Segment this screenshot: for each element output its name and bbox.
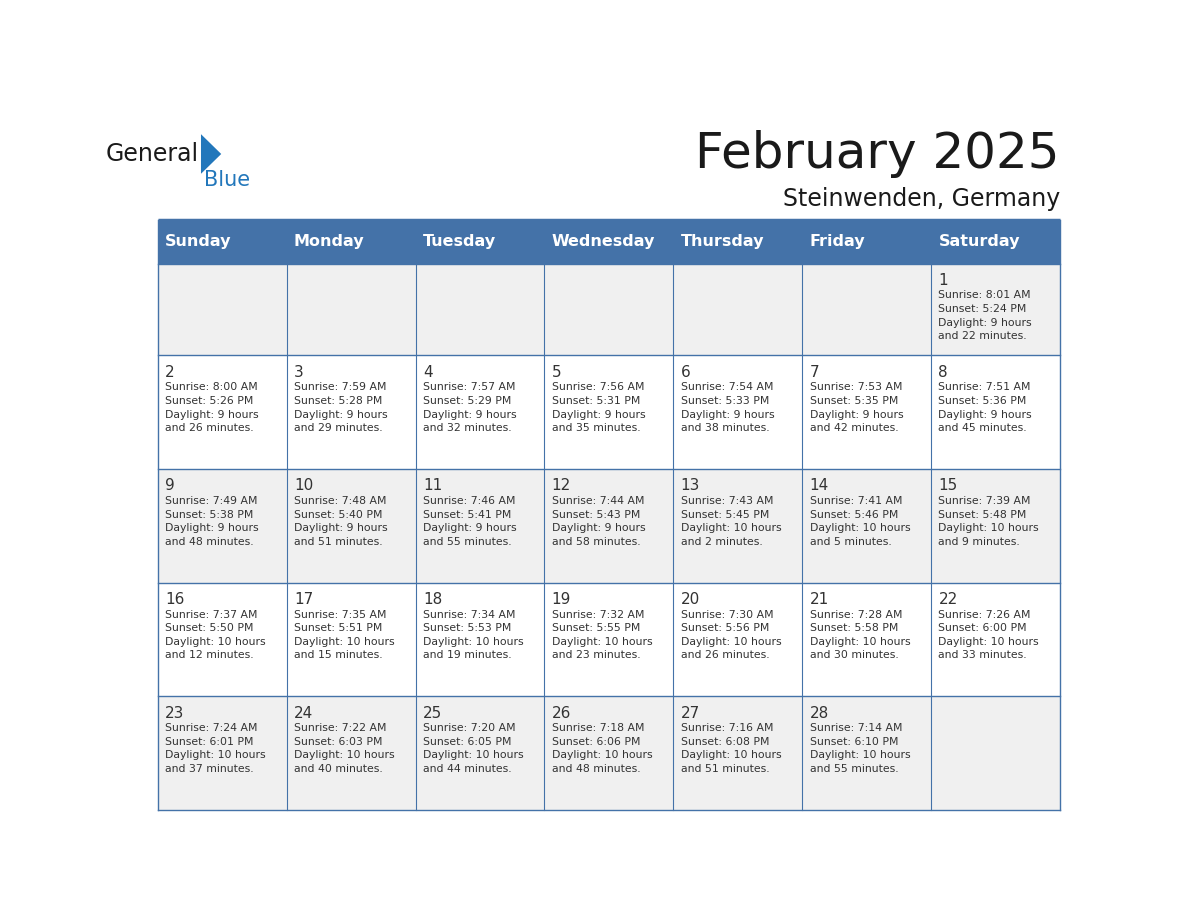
- Text: 24: 24: [293, 706, 314, 721]
- Text: Sunrise: 7:30 AM
Sunset: 5:56 PM
Daylight: 10 hours
and 26 minutes.: Sunrise: 7:30 AM Sunset: 5:56 PM Dayligh…: [681, 610, 782, 660]
- Bar: [158, 583, 1060, 697]
- Text: 16: 16: [165, 592, 184, 607]
- Text: Sunday: Sunday: [165, 234, 232, 249]
- Text: Sunrise: 7:26 AM
Sunset: 6:00 PM
Daylight: 10 hours
and 33 minutes.: Sunrise: 7:26 AM Sunset: 6:00 PM Dayligh…: [939, 610, 1040, 660]
- Text: 5: 5: [551, 364, 562, 380]
- Text: Sunrise: 7:14 AM
Sunset: 6:10 PM
Daylight: 10 hours
and 55 minutes.: Sunrise: 7:14 AM Sunset: 6:10 PM Dayligh…: [809, 723, 910, 774]
- Text: 2: 2: [165, 364, 175, 380]
- Text: Thursday: Thursday: [681, 234, 764, 249]
- Text: 7: 7: [809, 364, 820, 380]
- Bar: [158, 697, 1060, 810]
- Text: Sunrise: 7:32 AM
Sunset: 5:55 PM
Daylight: 10 hours
and 23 minutes.: Sunrise: 7:32 AM Sunset: 5:55 PM Dayligh…: [551, 610, 652, 660]
- Text: Sunrise: 7:16 AM
Sunset: 6:08 PM
Daylight: 10 hours
and 51 minutes.: Sunrise: 7:16 AM Sunset: 6:08 PM Dayligh…: [681, 723, 782, 774]
- Text: 26: 26: [551, 706, 571, 721]
- Text: 25: 25: [423, 706, 442, 721]
- Text: Sunrise: 7:41 AM
Sunset: 5:46 PM
Daylight: 10 hours
and 5 minutes.: Sunrise: 7:41 AM Sunset: 5:46 PM Dayligh…: [809, 496, 910, 547]
- Text: 10: 10: [293, 478, 314, 493]
- Text: Sunrise: 7:59 AM
Sunset: 5:28 PM
Daylight: 9 hours
and 29 minutes.: Sunrise: 7:59 AM Sunset: 5:28 PM Dayligh…: [293, 382, 387, 433]
- Text: 27: 27: [681, 706, 700, 721]
- Text: Friday: Friday: [809, 234, 865, 249]
- Text: 22: 22: [939, 592, 958, 607]
- Text: 1: 1: [939, 273, 948, 287]
- Text: Saturday: Saturday: [939, 234, 1020, 249]
- Bar: [158, 219, 1060, 263]
- Text: Sunrise: 7:35 AM
Sunset: 5:51 PM
Daylight: 10 hours
and 15 minutes.: Sunrise: 7:35 AM Sunset: 5:51 PM Dayligh…: [293, 610, 394, 660]
- Text: General: General: [106, 142, 200, 166]
- Text: Sunrise: 7:49 AM
Sunset: 5:38 PM
Daylight: 9 hours
and 48 minutes.: Sunrise: 7:49 AM Sunset: 5:38 PM Dayligh…: [165, 496, 259, 547]
- Text: 23: 23: [165, 706, 184, 721]
- Text: Sunrise: 7:53 AM
Sunset: 5:35 PM
Daylight: 9 hours
and 42 minutes.: Sunrise: 7:53 AM Sunset: 5:35 PM Dayligh…: [809, 382, 903, 433]
- Text: Sunrise: 8:00 AM
Sunset: 5:26 PM
Daylight: 9 hours
and 26 minutes.: Sunrise: 8:00 AM Sunset: 5:26 PM Dayligh…: [165, 382, 259, 433]
- Text: 3: 3: [293, 364, 304, 380]
- Text: 17: 17: [293, 592, 314, 607]
- Text: Sunrise: 7:22 AM
Sunset: 6:03 PM
Daylight: 10 hours
and 40 minutes.: Sunrise: 7:22 AM Sunset: 6:03 PM Dayligh…: [293, 723, 394, 774]
- Bar: [158, 263, 1060, 355]
- Text: Sunrise: 7:34 AM
Sunset: 5:53 PM
Daylight: 10 hours
and 19 minutes.: Sunrise: 7:34 AM Sunset: 5:53 PM Dayligh…: [423, 610, 524, 660]
- Text: 4: 4: [423, 364, 432, 380]
- Text: Sunrise: 7:28 AM
Sunset: 5:58 PM
Daylight: 10 hours
and 30 minutes.: Sunrise: 7:28 AM Sunset: 5:58 PM Dayligh…: [809, 610, 910, 660]
- Text: 21: 21: [809, 592, 829, 607]
- Text: Sunrise: 7:20 AM
Sunset: 6:05 PM
Daylight: 10 hours
and 44 minutes.: Sunrise: 7:20 AM Sunset: 6:05 PM Dayligh…: [423, 723, 524, 774]
- Text: 12: 12: [551, 478, 571, 493]
- Text: Sunrise: 7:24 AM
Sunset: 6:01 PM
Daylight: 10 hours
and 37 minutes.: Sunrise: 7:24 AM Sunset: 6:01 PM Dayligh…: [165, 723, 266, 774]
- Text: Blue: Blue: [204, 170, 249, 189]
- Text: 14: 14: [809, 478, 829, 493]
- Text: Sunrise: 7:43 AM
Sunset: 5:45 PM
Daylight: 10 hours
and 2 minutes.: Sunrise: 7:43 AM Sunset: 5:45 PM Dayligh…: [681, 496, 782, 547]
- Text: 11: 11: [423, 478, 442, 493]
- Polygon shape: [201, 134, 221, 174]
- Text: Sunrise: 8:01 AM
Sunset: 5:24 PM
Daylight: 9 hours
and 22 minutes.: Sunrise: 8:01 AM Sunset: 5:24 PM Dayligh…: [939, 290, 1032, 341]
- Text: 19: 19: [551, 592, 571, 607]
- Text: Sunrise: 7:51 AM
Sunset: 5:36 PM
Daylight: 9 hours
and 45 minutes.: Sunrise: 7:51 AM Sunset: 5:36 PM Dayligh…: [939, 382, 1032, 433]
- Text: Sunrise: 7:39 AM
Sunset: 5:48 PM
Daylight: 10 hours
and 9 minutes.: Sunrise: 7:39 AM Sunset: 5:48 PM Dayligh…: [939, 496, 1040, 547]
- Text: Sunrise: 7:18 AM
Sunset: 6:06 PM
Daylight: 10 hours
and 48 minutes.: Sunrise: 7:18 AM Sunset: 6:06 PM Dayligh…: [551, 723, 652, 774]
- Text: Tuesday: Tuesday: [423, 234, 497, 249]
- Text: Sunrise: 7:54 AM
Sunset: 5:33 PM
Daylight: 9 hours
and 38 minutes.: Sunrise: 7:54 AM Sunset: 5:33 PM Dayligh…: [681, 382, 775, 433]
- Text: 13: 13: [681, 478, 700, 493]
- Text: Sunrise: 7:44 AM
Sunset: 5:43 PM
Daylight: 9 hours
and 58 minutes.: Sunrise: 7:44 AM Sunset: 5:43 PM Dayligh…: [551, 496, 645, 547]
- Text: Sunrise: 7:37 AM
Sunset: 5:50 PM
Daylight: 10 hours
and 12 minutes.: Sunrise: 7:37 AM Sunset: 5:50 PM Dayligh…: [165, 610, 266, 660]
- Text: 9: 9: [165, 478, 175, 493]
- Text: Sunrise: 7:46 AM
Sunset: 5:41 PM
Daylight: 9 hours
and 55 minutes.: Sunrise: 7:46 AM Sunset: 5:41 PM Dayligh…: [423, 496, 517, 547]
- Bar: [158, 355, 1060, 469]
- Text: 18: 18: [423, 592, 442, 607]
- Text: 8: 8: [939, 364, 948, 380]
- Text: Sunrise: 7:56 AM
Sunset: 5:31 PM
Daylight: 9 hours
and 35 minutes.: Sunrise: 7:56 AM Sunset: 5:31 PM Dayligh…: [551, 382, 645, 433]
- Text: 28: 28: [809, 706, 829, 721]
- Text: Steinwenden, Germany: Steinwenden, Germany: [783, 186, 1060, 210]
- Text: Sunrise: 7:48 AM
Sunset: 5:40 PM
Daylight: 9 hours
and 51 minutes.: Sunrise: 7:48 AM Sunset: 5:40 PM Dayligh…: [293, 496, 387, 547]
- Text: Wednesday: Wednesday: [551, 234, 655, 249]
- Text: 20: 20: [681, 592, 700, 607]
- Text: 6: 6: [681, 364, 690, 380]
- Text: Monday: Monday: [293, 234, 365, 249]
- Text: February 2025: February 2025: [695, 130, 1060, 178]
- Bar: [158, 469, 1060, 583]
- Text: 15: 15: [939, 478, 958, 493]
- Text: Sunrise: 7:57 AM
Sunset: 5:29 PM
Daylight: 9 hours
and 32 minutes.: Sunrise: 7:57 AM Sunset: 5:29 PM Dayligh…: [423, 382, 517, 433]
